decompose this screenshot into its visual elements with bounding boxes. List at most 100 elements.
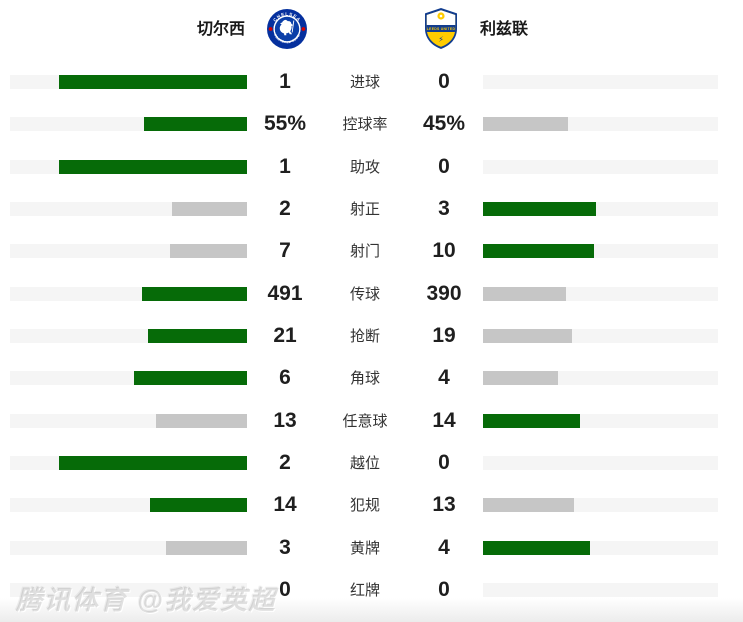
chelsea-crest-icon[interactable]: CHELSEA FOOTBALL CLUB	[266, 8, 308, 50]
away-stat-value: 3	[438, 197, 450, 220]
home-stat-track	[10, 75, 247, 89]
away-stat-bar	[483, 202, 596, 216]
stat-row: 3 黄牌 4	[0, 536, 743, 571]
stat-label: 任意球	[342, 413, 388, 430]
away-stat-bar	[483, 414, 580, 428]
stat-row: 14 犯规 13	[0, 493, 743, 528]
stat-row: 2 射正 3	[0, 197, 743, 232]
home-stat-bar	[59, 75, 247, 89]
stat-label: 抢断	[349, 328, 380, 345]
stat-row: 7 射门 10	[0, 239, 743, 274]
home-stat-bar	[166, 541, 247, 555]
home-stat-bar	[134, 371, 247, 385]
away-stat-track	[483, 244, 718, 258]
away-stat-value: 14	[432, 409, 456, 432]
stat-row: 1 助攻 0	[0, 155, 743, 190]
stat-row: 55% 控球率 45%	[0, 112, 743, 147]
home-stat-value: 491	[267, 282, 303, 305]
away-stat-value: 0	[438, 578, 450, 601]
home-stat-value: 55%	[263, 112, 307, 135]
home-stat-track	[10, 329, 247, 343]
stat-row: 13 任意球 14	[0, 409, 743, 444]
away-stat-bar	[483, 371, 558, 385]
home-stat-track	[10, 371, 247, 385]
away-stat-track	[483, 287, 718, 301]
home-stat-bar	[59, 160, 247, 174]
away-team-name[interactable]: 利兹联	[480, 21, 529, 38]
home-stat-track	[10, 541, 247, 555]
home-stat-bar	[142, 287, 247, 301]
home-stat-bar	[172, 202, 247, 216]
away-stat-track	[483, 202, 718, 216]
away-stat-track	[483, 414, 718, 428]
home-stat-track	[10, 498, 247, 512]
away-stat-track	[483, 498, 718, 512]
away-stat-track	[483, 456, 718, 470]
away-stat-value: 390	[426, 282, 462, 305]
home-stat-track	[10, 202, 247, 216]
home-stat-track	[10, 414, 247, 428]
home-stat-value: 13	[273, 409, 297, 432]
away-stat-value: 45%	[422, 112, 466, 135]
stat-row: 491 传球 390	[0, 282, 743, 317]
away-stat-value: 10	[432, 239, 456, 262]
away-stat-value: 13	[432, 493, 456, 516]
home-stat-track	[10, 583, 247, 597]
home-stat-bar	[150, 498, 247, 512]
away-stat-value: 0	[438, 155, 450, 178]
home-stat-value: 1	[279, 155, 291, 178]
stat-row: 0 红牌 0	[0, 578, 743, 613]
home-stat-value: 2	[279, 451, 291, 474]
home-stat-value: 1	[279, 70, 291, 93]
away-stat-track	[483, 75, 718, 89]
home-stat-track	[10, 287, 247, 301]
svg-text:LEEDS UNITED: LEEDS UNITED	[427, 27, 456, 31]
stat-label: 传球	[349, 286, 380, 303]
away-stat-value: 4	[438, 536, 450, 559]
home-stat-bar	[170, 244, 247, 258]
home-stat-value: 0	[279, 578, 291, 601]
bottom-fade	[0, 598, 743, 622]
away-stat-bar	[483, 498, 574, 512]
stat-label: 助攻	[349, 159, 380, 176]
away-stat-bar	[483, 117, 568, 131]
away-stat-track	[483, 541, 718, 555]
svg-text:⚡: ⚡	[438, 35, 444, 44]
stat-label: 越位	[349, 455, 380, 472]
stat-label: 红牌	[349, 582, 380, 599]
home-stat-bar	[144, 117, 247, 131]
home-stat-value: 21	[273, 324, 297, 347]
home-stat-track	[10, 244, 247, 258]
stat-label: 黄牌	[349, 540, 380, 557]
watermark: 腾讯体育 @我爱英超	[16, 585, 277, 615]
stat-label: 射门	[349, 243, 380, 260]
away-stat-bar	[483, 541, 590, 555]
home-team-name[interactable]: 切尔西	[196, 21, 245, 38]
home-stat-value: 3	[279, 536, 291, 559]
stat-row: 21 抢断 19	[0, 324, 743, 359]
stat-label: 犯规	[349, 497, 380, 514]
away-stat-track	[483, 117, 718, 131]
home-stat-bar	[148, 329, 247, 343]
leeds-crest-icon[interactable]: LEEDS UNITED ⚡	[423, 7, 459, 50]
away-stat-bar	[483, 287, 566, 301]
away-stat-value: 4	[438, 366, 450, 389]
home-stat-value: 2	[279, 197, 291, 220]
stat-row: 2 越位 0	[0, 451, 743, 486]
home-stat-value: 6	[279, 366, 291, 389]
away-stat-bar	[483, 244, 594, 258]
stat-label: 控球率	[342, 116, 388, 133]
home-stat-bar	[156, 414, 247, 428]
home-stat-bar	[59, 456, 247, 470]
away-stat-track	[483, 160, 718, 174]
home-stat-value: 14	[273, 493, 297, 516]
home-stat-track	[10, 117, 247, 131]
home-stat-track	[10, 160, 247, 174]
stat-label: 角球	[349, 370, 380, 387]
away-stat-value: 0	[438, 451, 450, 474]
away-stat-value: 0	[438, 70, 450, 93]
away-stat-track	[483, 583, 718, 597]
stat-label: 射正	[349, 201, 380, 218]
stat-label: 进球	[349, 74, 380, 91]
